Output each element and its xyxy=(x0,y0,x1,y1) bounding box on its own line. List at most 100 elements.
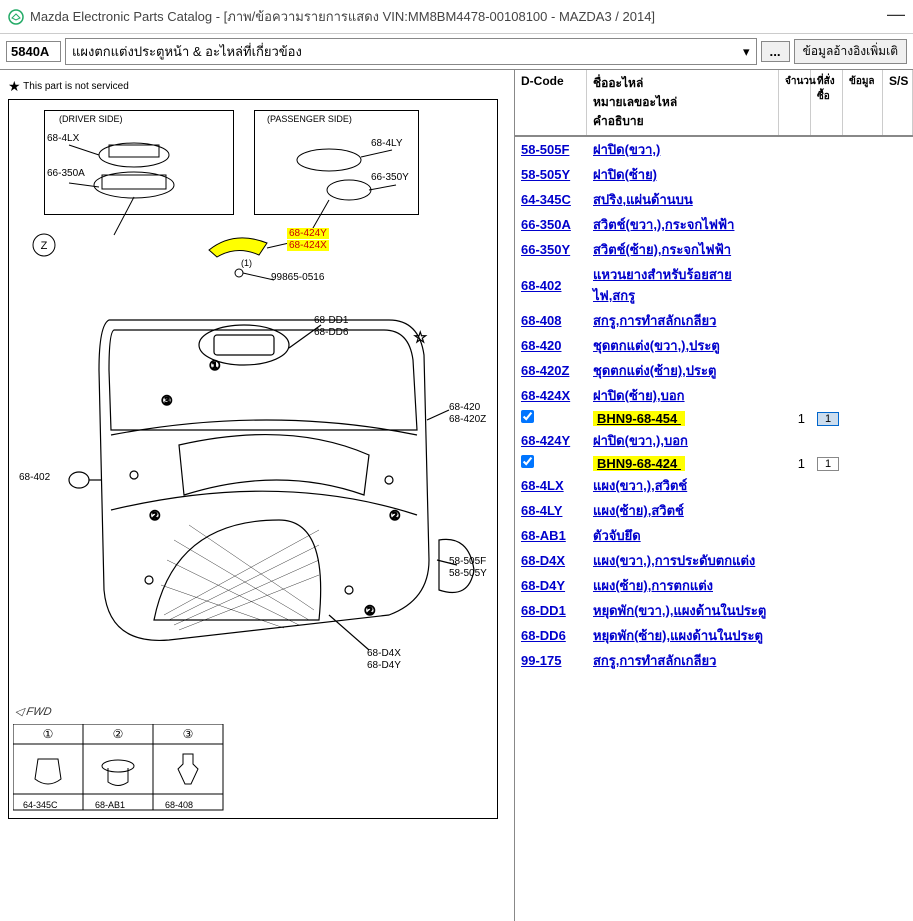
table-row[interactable]: 64-345Cสปริง,แผ่นด้านบน xyxy=(515,187,913,212)
table-row[interactable]: 68-AB1ตัวจับยึด xyxy=(515,523,913,548)
dcode-cell[interactable]: 58-505F xyxy=(515,140,587,159)
table-row[interactable]: 68-424Yฝาปิด(ขวา,),บอก xyxy=(515,428,913,453)
info-cell xyxy=(843,461,883,465)
name-cell[interactable]: สวิตช์(ซ้าย),กระจกไฟฟ้า xyxy=(587,237,779,262)
thumb-68-408: 68-408 xyxy=(165,800,193,810)
qty-cell xyxy=(779,369,811,373)
dcode-cell[interactable]: 66-350Y xyxy=(515,240,587,259)
svg-text:★: ★ xyxy=(414,329,427,345)
dcode-cell[interactable]: 68-DD6 xyxy=(515,626,587,645)
dcode-cell[interactable]: 68-AB1 xyxy=(515,526,587,545)
table-row[interactable]: 68-4LYแผง(ซ้าย),สวิตช์ xyxy=(515,498,913,523)
section-code[interactable]: 5840A xyxy=(6,41,61,62)
table-row[interactable]: 68-4LXแผง(ขวา,),สวิตช์ xyxy=(515,473,913,498)
info-cell xyxy=(843,609,883,613)
name-cell[interactable]: หยุดพัก(ขวา,),แผงด้านในประตู xyxy=(587,598,779,623)
name-cell[interactable]: แผง(ขวา,),สวิตช์ xyxy=(587,473,779,498)
name-cell[interactable]: สกรู,การทำสลักเกลียว xyxy=(587,648,779,673)
dcode-cell[interactable]: 68-408 xyxy=(515,311,587,330)
qty-cell xyxy=(779,344,811,348)
dcode-cell[interactable]: 68-402 xyxy=(515,276,587,295)
header-ss[interactable]: S/S xyxy=(883,70,913,135)
name-cell[interactable]: ฝาปิด(ซ้าย) xyxy=(587,162,779,187)
header-order[interactable]: ที่สั่งซื้อ xyxy=(811,70,843,135)
name-cell[interactable]: ฝาปิด(ขวา,),บอก xyxy=(587,428,779,453)
row-checkbox[interactable] xyxy=(515,408,587,428)
order-cell xyxy=(811,634,843,638)
table-row[interactable]: 68-402แหวนยางสำหรับร้อยสายไฟ,สกรู xyxy=(515,262,913,308)
name-cell[interactable]: หยุดพัก(ซ้าย),แผงด้านในประตู xyxy=(587,623,779,648)
window-controls[interactable]: — xyxy=(887,4,905,25)
name-cell[interactable]: แผง(ซ้าย),สวิตช์ xyxy=(587,498,779,523)
header-dcode[interactable]: D-Code xyxy=(515,70,587,135)
extra-info-button[interactable]: ข้อมูลอ้างอิงเพิ่มเติ xyxy=(794,39,907,64)
qty-cell xyxy=(779,484,811,488)
order-cell[interactable] xyxy=(811,408,843,428)
info-cell xyxy=(843,394,883,398)
dcode-cell[interactable]: 68-424X xyxy=(515,386,587,405)
table-row[interactable]: 68-D4Xแผง(ขวา,),การประดับตกแต่ง xyxy=(515,548,913,573)
name-cell[interactable]: ตัวจับยึด xyxy=(587,523,779,548)
name-cell[interactable]: ชุดตกแต่ง(ซ้าย),ประตู xyxy=(587,358,779,383)
header-qty[interactable]: จำนวน xyxy=(779,70,811,135)
table-row[interactable]: 58-505Yฝาปิด(ซ้าย) xyxy=(515,162,913,187)
name-cell[interactable]: แหวนยางสำหรับร้อยสายไฟ,สกรู xyxy=(587,262,779,308)
table-row[interactable]: BHN9-68-424 1 xyxy=(515,453,913,473)
dcode-cell[interactable]: 99-175 xyxy=(515,651,587,670)
dcode-cell[interactable]: 68-D4Y xyxy=(515,576,587,595)
info-cell xyxy=(843,198,883,202)
table-row[interactable]: 99-175สกรู,การทำสลักเกลียว xyxy=(515,648,913,673)
dcode-cell[interactable]: 68-DD1 xyxy=(515,601,587,620)
dcode-cell[interactable]: 58-505Y xyxy=(515,165,587,184)
name-cell[interactable]: สปริง,แผ่นด้านบน xyxy=(587,187,779,212)
section-dropdown[interactable]: แผงตกแต่งประตูหน้า & อะไหล่ที่เกี่ยวข้อง… xyxy=(65,38,757,65)
table-row[interactable]: 68-DD1หยุดพัก(ขวา,),แผงด้านในประตู xyxy=(515,598,913,623)
header-name[interactable]: ชื่ออะไหล่ หมายเลขอะไหล่ คำอธิบาย xyxy=(587,70,779,135)
info-cell xyxy=(843,559,883,563)
dcode-cell[interactable]: 68-D4X xyxy=(515,551,587,570)
order-cell xyxy=(811,509,843,513)
table-row[interactable]: 68-408สกรู,การทำสลักเกลียว xyxy=(515,308,913,333)
name-cell[interactable]: ฝาปิด(ขวา,) xyxy=(587,137,779,162)
dcode-cell[interactable]: 64-345C xyxy=(515,190,587,209)
table-row[interactable]: 66-350Aสวิตช์(ขวา,),กระจกไฟฟ้า xyxy=(515,212,913,237)
name-cell[interactable]: สกรู,การทำสลักเกลียว xyxy=(587,308,779,333)
qty-cell xyxy=(779,439,811,443)
table-row[interactable]: 66-350Yสวิตช์(ซ้าย),กระจกไฟฟ้า xyxy=(515,237,913,262)
name-cell[interactable]: ฝาปิด(ซ้าย),บอก xyxy=(587,383,779,408)
table-row[interactable]: 68-DD6หยุดพัก(ซ้าย),แผงด้านในประตู xyxy=(515,623,913,648)
header-info[interactable]: ข้อมูล xyxy=(843,70,883,135)
svg-text:①: ① xyxy=(43,727,54,741)
more-button[interactable]: ... xyxy=(761,41,790,62)
order-cell xyxy=(811,283,843,287)
ss-cell xyxy=(883,394,913,398)
fwd-label: ◁ FWD xyxy=(14,705,53,718)
name-cell[interactable]: แผง(ขวา,),การประดับตกแต่ง xyxy=(587,548,779,573)
dcode-cell[interactable]: 68-4LY xyxy=(515,501,587,520)
dcode-cell[interactable]: 68-420 xyxy=(515,336,587,355)
dcode-cell[interactable]: 68-424Y xyxy=(515,431,587,450)
row-checkbox[interactable] xyxy=(515,453,587,473)
ss-cell xyxy=(883,509,913,513)
main-content: ★ This part is not serviced (DRIVER SIDE… xyxy=(0,70,913,921)
table-row[interactable]: 68-424Xฝาปิด(ซ้าย),บอก xyxy=(515,383,913,408)
toolbar: 5840A แผงตกแต่งประตูหน้า & อะไหล่ที่เกี่… xyxy=(0,34,913,70)
name-cell[interactable]: แผง(ซ้าย),การตกแต่ง xyxy=(587,573,779,598)
table-row[interactable]: 68-420ชุดตกแต่ง(ขวา,),ประตู xyxy=(515,333,913,358)
qty-cell xyxy=(779,609,811,613)
dcode-cell[interactable]: 66-350A xyxy=(515,215,587,234)
part-number[interactable]: BHN9-68-424 xyxy=(587,454,779,473)
name-cell[interactable]: สวิตช์(ขวา,),กระจกไฟฟ้า xyxy=(587,212,779,237)
order-cell xyxy=(811,223,843,227)
table-row[interactable]: 68-D4Yแผง(ซ้าย),การตกแต่ง xyxy=(515,573,913,598)
table-row[interactable]: BHN9-68-454 1 xyxy=(515,408,913,428)
minimize-button[interactable]: — xyxy=(887,4,905,24)
name-cell[interactable]: ชุดตกแต่ง(ขวา,),ประตู xyxy=(587,333,779,358)
order-cell[interactable] xyxy=(811,453,843,473)
dcode-cell[interactable]: 68-4LX xyxy=(515,476,587,495)
qty-cell: 1 xyxy=(779,409,811,428)
part-number[interactable]: BHN9-68-454 xyxy=(587,409,779,428)
table-row[interactable]: 58-505Fฝาปิด(ขวา,) xyxy=(515,137,913,162)
table-row[interactable]: 68-420Zชุดตกแต่ง(ซ้าย),ประตู xyxy=(515,358,913,383)
dcode-cell[interactable]: 68-420Z xyxy=(515,361,587,380)
